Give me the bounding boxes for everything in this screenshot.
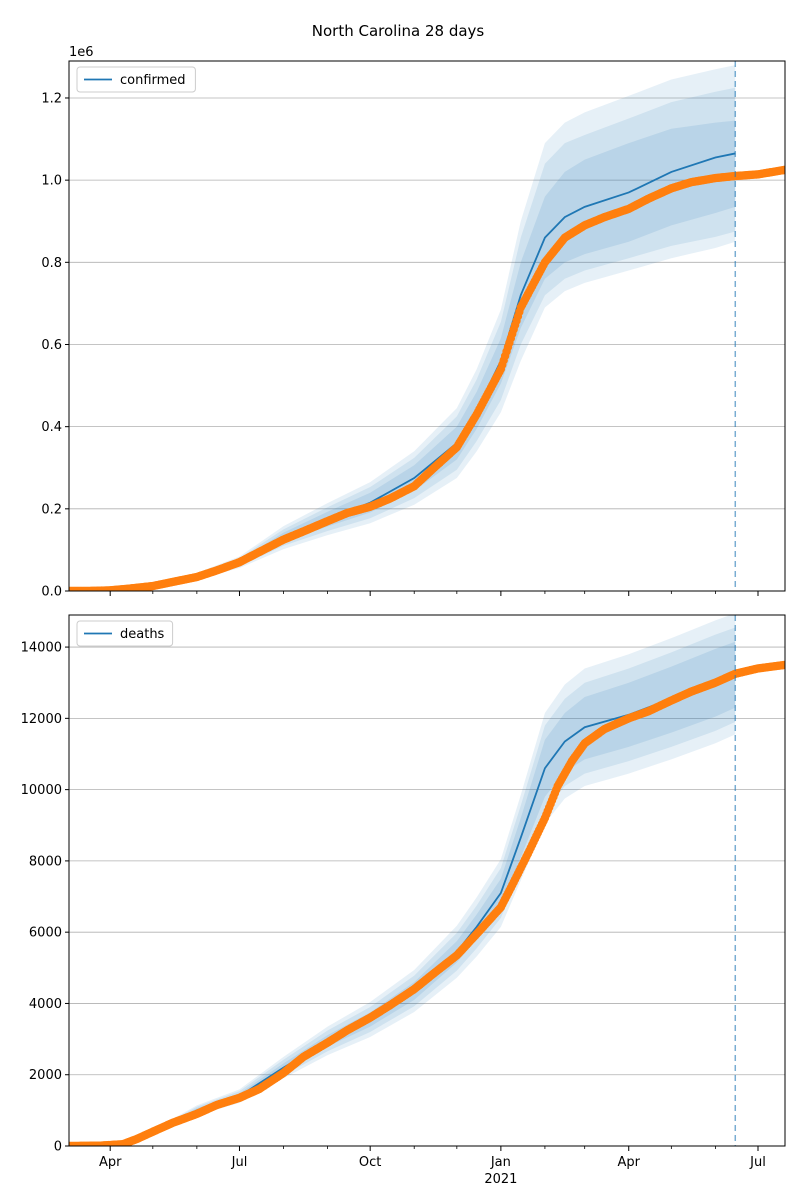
x-tick-label: Apr: [99, 1155, 122, 1170]
deaths-legend: deaths: [76, 620, 174, 647]
y-tick-label: 0.0: [41, 585, 62, 600]
deaths-observed-series: [69, 660, 785, 1146]
y-tick-label: 1.0: [41, 174, 62, 189]
chart-title: North Carolina 28 days: [312, 22, 485, 40]
deaths-axes-frame: [68, 614, 786, 1147]
deaths-band-80-area: [69, 627, 736, 1146]
x-axis: Apr Jul Oct Jan Apr Jul 2021: [99, 1155, 766, 1187]
y-tick-label: 0.8: [41, 256, 62, 271]
y-tick-label: 0: [54, 1140, 62, 1155]
y-tick-label: 12000: [21, 712, 62, 727]
legend-label: confirmed: [120, 73, 186, 88]
legend-box: [76, 620, 174, 647]
x-year-label: 2021: [484, 1172, 517, 1187]
deaths-panel: 0 2000 4000 6000 8000 10000 12000 14000 deaths: [21, 614, 786, 1155]
confirmed-legend: confirmed: [76, 66, 196, 93]
y-tick-label: 0.6: [41, 338, 62, 353]
deaths-plot-area: [69, 615, 785, 1146]
y-tick-label: 6000: [29, 926, 62, 941]
y-tick-label: 1.2: [41, 91, 62, 106]
x-tick-label: Jan: [490, 1155, 511, 1170]
y-tick-label: 14000: [21, 641, 62, 656]
x-tick-label: Apr: [617, 1155, 640, 1170]
confirmed-band-95-area: [69, 65, 736, 591]
y-tick-label: 10000: [21, 783, 62, 798]
legend-box: [76, 66, 196, 93]
deaths-band-95-area: [69, 615, 736, 1146]
confirmed-observed-point: [780, 165, 785, 175]
x-tick-label: Oct: [359, 1155, 381, 1170]
legend-label: deaths: [120, 627, 165, 642]
x-tick-label: Jul: [749, 1155, 766, 1170]
confirmed-plot-area: [69, 65, 785, 591]
confirmed-band-80-area: [69, 87, 736, 591]
y-tick-label: 0.4: [41, 420, 62, 435]
y-offset-label: 1e6: [69, 45, 94, 60]
confirmed-panel: 0.0 0.2 0.4 0.6 0.8 1.0 1.2 1e6 confirmed: [41, 45, 786, 600]
y-tick-label: 2000: [29, 1068, 62, 1083]
confirmed-axes-frame: [68, 60, 786, 592]
y-tick-label: 0.2: [41, 502, 62, 517]
y-tick-label: 8000: [29, 854, 62, 869]
x-tick-label: Jul: [231, 1155, 248, 1170]
confirmed-observed-series: [69, 165, 785, 591]
deaths-observed-point: [780, 660, 785, 670]
y-tick-label: 4000: [29, 997, 62, 1012]
